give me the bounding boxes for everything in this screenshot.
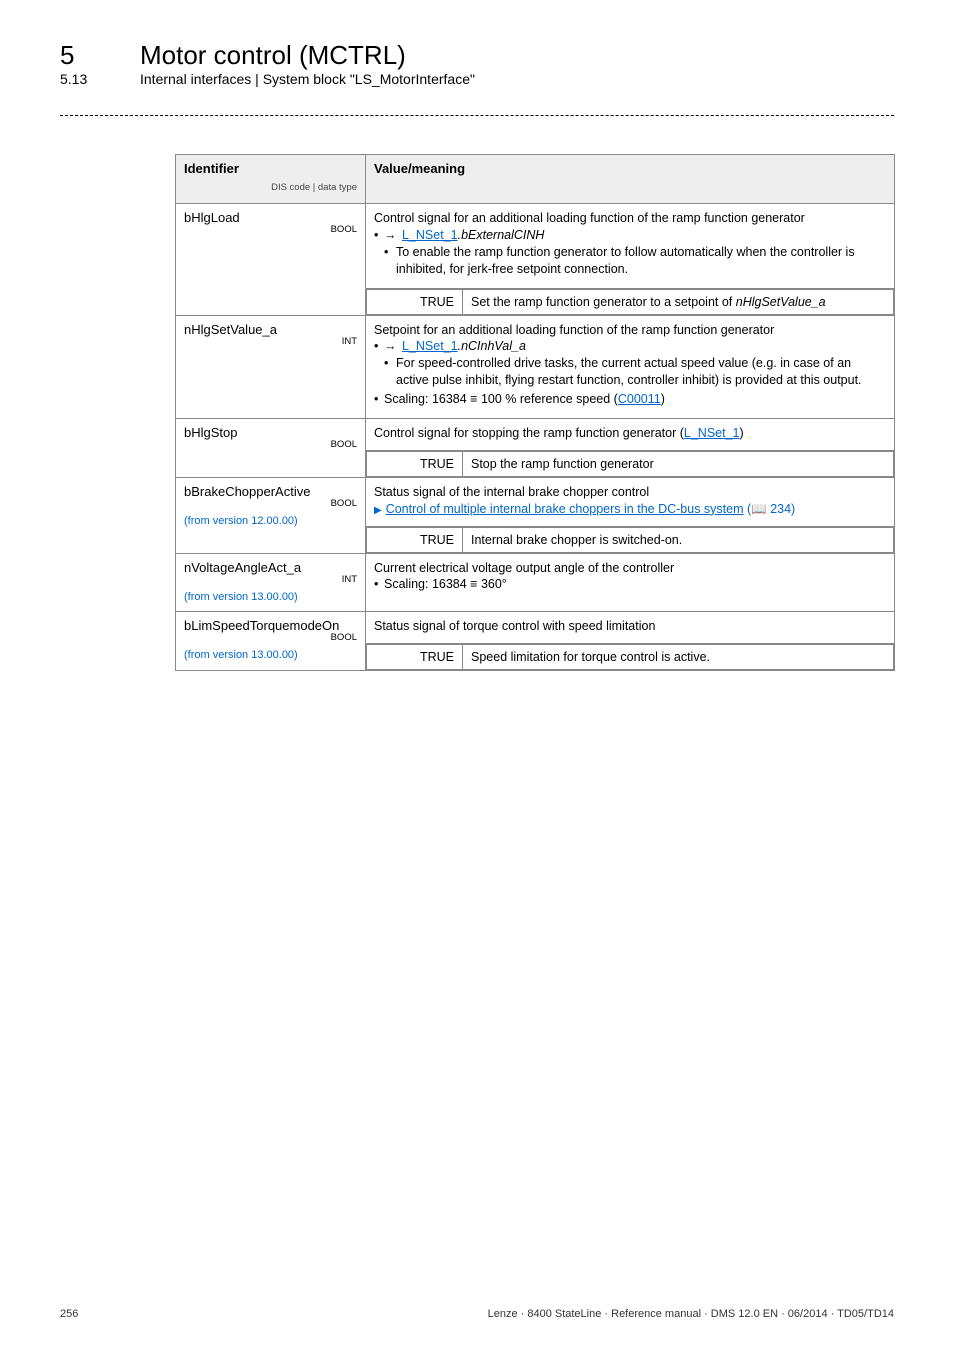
link-lnset[interactable]: L_NSet_1 — [402, 228, 458, 242]
identifier-version-note: (from version 13.00.00) — [184, 591, 357, 603]
identifier-name: bBrakeChopperActive — [184, 484, 357, 499]
section-number: 5.13 — [60, 71, 140, 87]
value-cell: Setpoint for an additional loading funct… — [366, 315, 895, 418]
identifier-cell: bBrakeChopperActive BOOL (from version 1… — [176, 477, 366, 553]
link-lnset[interactable]: L_NSet_1 — [402, 339, 458, 353]
value-subtable-cell: TRUE Internal brake chopper is switched-… — [366, 526, 895, 553]
subtable-key: TRUE — [367, 451, 463, 476]
value-bullet: Scaling: 16384 ≡ 360° — [374, 576, 886, 593]
value-cell: Status signal of torque control with spe… — [366, 611, 895, 643]
subtable-value: Internal brake chopper is switched-on. — [463, 527, 894, 552]
subtable-key: TRUE — [367, 527, 463, 552]
subtable-value: Stop the ramp function generator — [463, 451, 894, 476]
value-description: Setpoint for an additional loading funct… — [374, 322, 886, 339]
value-bullet: L_NSet_1.nCInhVal_a For speed-controlled… — [374, 338, 886, 389]
link-code[interactable]: C00011 — [618, 392, 661, 406]
value-subtable: TRUE Speed limitation for torque control… — [366, 644, 894, 670]
page-footer: 256 Lenze · 8400 StateLine · Reference m… — [60, 1308, 894, 1320]
page-number: 256 — [60, 1308, 78, 1320]
identifier-type: BOOL — [184, 499, 357, 509]
value-subtable-cell: TRUE Speed limitation for torque control… — [366, 643, 895, 670]
identifier-cell: bLimSpeedTorquemodeOn BOOL (from version… — [176, 611, 366, 670]
value-cell: Current electrical voltage output angle … — [366, 553, 895, 611]
identifier-name: bLimSpeedTorquemodeOn — [184, 618, 357, 633]
identifier-version-note: (from version 12.00.00) — [184, 515, 357, 527]
value-ital: .nCInhVal_a — [458, 339, 526, 353]
value-description: Current electrical voltage output angle … — [374, 560, 886, 577]
link-pageref[interactable]: (📖 234) — [744, 502, 796, 516]
identifier-cell: nHlgSetValue_a INT — [176, 315, 366, 418]
header-divider — [60, 115, 894, 116]
identifier-type: INT — [184, 337, 357, 347]
subtable-value: Speed limitation for torque control is a… — [463, 644, 894, 669]
value-description: Control signal for an additional loading… — [374, 210, 886, 227]
value-subtable-cell: TRUE Stop the ramp function generator — [366, 450, 895, 477]
value-sub-bullet: For speed-controlled drive tasks, the cu… — [384, 355, 886, 389]
identifier-type: BOOL — [184, 440, 357, 450]
footer-reference: Lenze · 8400 StateLine · Reference manua… — [488, 1308, 894, 1320]
identifier-name: nVoltageAngleAct_a — [184, 560, 357, 575]
identifier-type: BOOL — [184, 633, 357, 643]
identifier-name: nHlgSetValue_a — [184, 322, 357, 337]
header-identifier-label: Identifier — [184, 161, 357, 176]
identifier-version-note: (from version 13.00.00) — [184, 649, 357, 661]
value-cell: Status signal of the internal brake chop… — [366, 477, 895, 526]
table-header-value: Value/meaning — [366, 155, 895, 204]
value-cell: Control signal for stopping the ramp fun… — [366, 418, 895, 450]
page-header: 5 Motor control (MCTRL) 5.13 Internal in… — [60, 40, 894, 87]
value-ital: .bExternalCINH — [458, 228, 545, 242]
value-subtable: TRUE Stop the ramp function generator — [366, 451, 894, 477]
identifier-name: bHlgStop — [184, 425, 357, 440]
value-sub-bullet: To enable the ramp function generator to… — [384, 244, 886, 278]
parameter-table: Identifier DIS code | data type Value/me… — [175, 154, 895, 671]
value-subtable-cell: TRUE Set the ramp function generator to … — [366, 288, 895, 315]
subtable-key: TRUE — [367, 644, 463, 669]
chapter-number: 5 — [60, 40, 140, 71]
identifier-type: INT — [184, 575, 357, 585]
value-description: Status signal of the internal brake chop… — [374, 484, 886, 501]
table-header-identifier: Identifier DIS code | data type — [176, 155, 366, 204]
subtable-value: Set the ramp function generator to a set… — [463, 289, 894, 314]
identifier-cell: bHlgStop BOOL — [176, 418, 366, 477]
header-value-label: Value/meaning — [374, 161, 886, 176]
identifier-cell: bHlgLoad BOOL — [176, 204, 366, 316]
value-subtable: TRUE Internal brake chopper is switched-… — [366, 527, 894, 553]
link-crossref[interactable]: Control of multiple internal brake chopp… — [386, 502, 744, 516]
header-identifier-sub: DIS code | data type — [184, 182, 357, 193]
subtable-key: TRUE — [367, 289, 463, 314]
link-lnset[interactable]: L_NSet_1 — [684, 426, 740, 440]
value-subtable: TRUE Set the ramp function generator to … — [366, 289, 894, 315]
identifier-type: BOOL — [184, 225, 357, 235]
identifier-name: bHlgLoad — [184, 210, 357, 225]
section-title: Internal interfaces | System block "LS_M… — [140, 71, 475, 87]
value-bullet: Scaling: 16384 ≡ 100 % reference speed (… — [374, 391, 886, 408]
chapter-title: Motor control (MCTRL) — [140, 40, 406, 71]
identifier-cell: nVoltageAngleAct_a INT (from version 13.… — [176, 553, 366, 611]
value-bullet: L_NSet_1.bExternalCINH To enable the ram… — [374, 227, 886, 278]
value-cell: Control signal for an additional loading… — [366, 204, 895, 289]
value-description: Status signal of torque control with spe… — [374, 618, 886, 635]
